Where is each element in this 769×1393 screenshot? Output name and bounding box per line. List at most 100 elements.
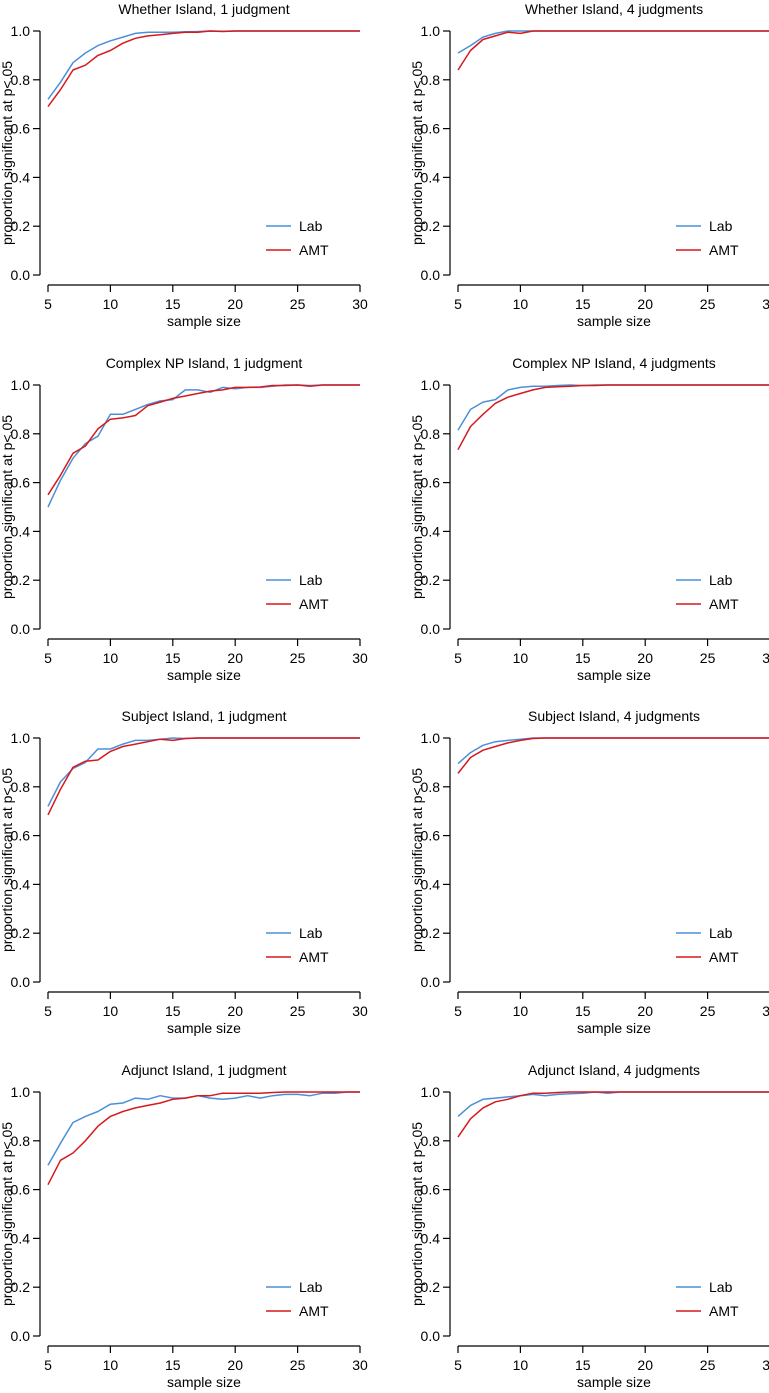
x-tick-label: 20 bbox=[637, 1357, 653, 1373]
y-tick-label: 1.0 bbox=[11, 730, 31, 746]
y-tick-label: 0.0 bbox=[421, 621, 441, 637]
legend-label-amt: AMT bbox=[299, 1303, 329, 1319]
series-line-amt bbox=[47, 30, 360, 108]
y-tick-label: 0.4 bbox=[11, 876, 31, 892]
y-axis-label: proportion significant at p<.05 bbox=[409, 61, 425, 245]
y-tick-label: 0.0 bbox=[421, 1328, 441, 1344]
x-tick-label: 15 bbox=[575, 1357, 591, 1373]
y-tick-label: 0.4 bbox=[421, 1230, 441, 1246]
x-tick-label: 15 bbox=[165, 1357, 181, 1373]
series-line-lab bbox=[47, 384, 360, 508]
legend-label-lab: Lab bbox=[709, 218, 733, 234]
x-tick-label: 5 bbox=[44, 1357, 52, 1373]
series-line-lab bbox=[47, 1091, 360, 1166]
chart-panel-6: Subject Island, 4 judgments 0.0 0.2 0.4 0.6 0… bbox=[409, 708, 769, 1036]
y-tick-label: 1.0 bbox=[421, 23, 441, 39]
chart-title: Whether Island, 1 judgment bbox=[118, 1, 289, 17]
y-tick-label: 1.0 bbox=[421, 1084, 441, 1100]
series-line-amt bbox=[457, 737, 769, 774]
series-line-lab bbox=[457, 30, 769, 54]
x-tick-label: 30 bbox=[352, 650, 368, 666]
y-tick-label: 0.4 bbox=[11, 169, 31, 185]
chart-title: Adjunct Island, 4 judgments bbox=[528, 1062, 700, 1078]
x-tick-label: 15 bbox=[575, 1003, 591, 1019]
y-tick-label: 0.6 bbox=[11, 828, 31, 844]
x-axis-label: sample size bbox=[167, 1020, 241, 1036]
legend-label-lab: Lab bbox=[709, 572, 733, 588]
x-axis-label: sample size bbox=[167, 667, 241, 683]
chart-panel-1: Whether Island, 1 judgment 0.0 0.2 0.4 0.6 0.… bbox=[0, 1, 368, 329]
chart-panel-5: Subject Island, 1 judgment 0.0 0.2 0.4 0.6 0.… bbox=[0, 708, 368, 1036]
y-axis-label: proportion significant at p<.05 bbox=[0, 415, 15, 599]
y-axis-label: proportion significant at p<.05 bbox=[409, 768, 425, 952]
y-tick-label: 0.6 bbox=[421, 1182, 441, 1198]
x-tick-label: 5 bbox=[44, 1003, 52, 1019]
x-tick-label: 30 bbox=[762, 1003, 769, 1019]
x-tick-label: 5 bbox=[454, 1003, 462, 1019]
y-tick-label: 0.4 bbox=[421, 523, 441, 539]
y-tick-label: 0.2 bbox=[11, 1279, 31, 1295]
y-tick-label: 0.0 bbox=[11, 267, 31, 283]
x-axis-label: sample size bbox=[577, 1020, 651, 1036]
legend-label-amt: AMT bbox=[709, 949, 739, 965]
legend-label-lab: Lab bbox=[299, 1279, 323, 1295]
legend-label-lab: Lab bbox=[709, 1279, 733, 1295]
y-tick-label: 0.4 bbox=[421, 169, 441, 185]
x-tick-label: 25 bbox=[290, 650, 306, 666]
y-tick-label: 0.2 bbox=[11, 925, 31, 941]
x-tick-label: 25 bbox=[700, 1357, 716, 1373]
series-line-lab bbox=[457, 1091, 769, 1117]
chart-title: Subject Island, 4 judgments bbox=[528, 708, 700, 724]
legend-label-amt: AMT bbox=[709, 242, 739, 258]
x-tick-label: 30 bbox=[762, 650, 769, 666]
x-tick-label: 10 bbox=[513, 1003, 529, 1019]
x-tick-label: 30 bbox=[352, 1003, 368, 1019]
y-tick-label: 0.2 bbox=[421, 218, 441, 234]
x-tick-label: 25 bbox=[290, 1357, 306, 1373]
x-tick-label: 15 bbox=[165, 1003, 181, 1019]
series-line-lab bbox=[47, 737, 360, 807]
legend-label-amt: AMT bbox=[709, 1303, 739, 1319]
y-tick-label: 1.0 bbox=[421, 730, 441, 746]
x-tick-label: 20 bbox=[637, 296, 653, 312]
y-axis-label: proportion significant at p<.05 bbox=[0, 768, 15, 952]
y-tick-label: 0.8 bbox=[11, 72, 31, 88]
y-tick-label: 1.0 bbox=[11, 1084, 31, 1100]
y-tick-label: 1.0 bbox=[421, 377, 441, 393]
chart-panel-7: Adjunct Island, 1 judgment 0.0 0.2 0.4 0.6 0.… bbox=[0, 1062, 368, 1390]
y-tick-label: 0.6 bbox=[11, 1182, 31, 1198]
legend-label-amt: AMT bbox=[299, 242, 329, 258]
x-tick-label: 10 bbox=[513, 296, 529, 312]
y-tick-label: 0.8 bbox=[421, 426, 441, 442]
chart-panel-4: Complex NP Island, 4 judgments 0.0 0.2 0.4 0… bbox=[409, 355, 769, 683]
x-tick-label: 15 bbox=[575, 650, 591, 666]
chart-title: Subject Island, 1 judgment bbox=[122, 708, 287, 724]
legend-label-amt: AMT bbox=[299, 949, 329, 965]
x-tick-label: 10 bbox=[103, 296, 119, 312]
y-tick-label: 0.8 bbox=[11, 1133, 31, 1149]
y-tick-label: 0.2 bbox=[421, 1279, 441, 1295]
y-tick-label: 0.4 bbox=[421, 876, 441, 892]
x-tick-label: 20 bbox=[637, 1003, 653, 1019]
y-tick-label: 0.0 bbox=[421, 974, 441, 990]
series-line-amt bbox=[457, 30, 769, 71]
chart-panel-8: Adjunct Island, 4 judgments 0.0 0.2 0.4 0.6 0… bbox=[409, 1062, 769, 1390]
y-tick-label: 0.6 bbox=[421, 828, 441, 844]
y-tick-label: 0.0 bbox=[421, 267, 441, 283]
x-tick-label: 25 bbox=[700, 1003, 716, 1019]
x-tick-label: 20 bbox=[227, 1003, 243, 1019]
legend-label-lab: Lab bbox=[709, 925, 733, 941]
legend-label-lab: Lab bbox=[299, 925, 323, 941]
series-line-lab bbox=[457, 384, 769, 431]
chart-title: Adjunct Island, 1 judgment bbox=[122, 1062, 287, 1078]
y-tick-label: 1.0 bbox=[11, 377, 31, 393]
x-tick-label: 10 bbox=[103, 1357, 119, 1373]
x-tick-label: 10 bbox=[513, 1357, 529, 1373]
x-tick-label: 20 bbox=[227, 1357, 243, 1373]
y-tick-label: 0.8 bbox=[421, 779, 441, 795]
chart-panel-2: Whether Island, 4 judgments 0.0 0.2 0.4 0.6 0… bbox=[409, 1, 769, 329]
y-tick-label: 0.0 bbox=[11, 974, 31, 990]
x-tick-label: 25 bbox=[290, 1003, 306, 1019]
x-tick-label: 30 bbox=[352, 1357, 368, 1373]
series-line-lab bbox=[47, 30, 360, 100]
